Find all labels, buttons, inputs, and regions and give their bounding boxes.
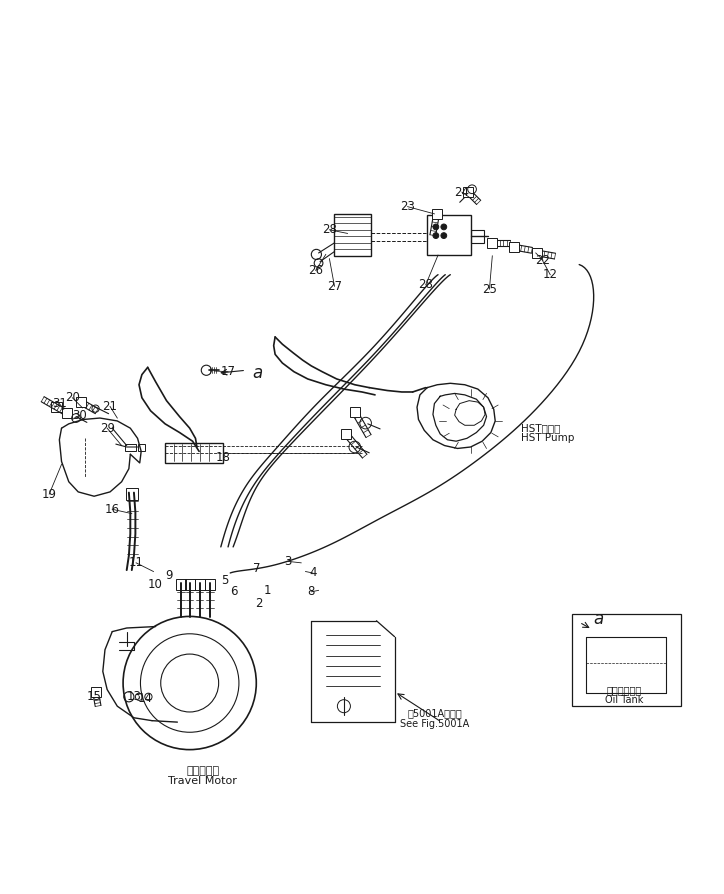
Text: 28: 28	[322, 224, 337, 236]
Text: 6: 6	[230, 586, 237, 598]
Text: 26: 26	[308, 264, 323, 277]
Text: 19: 19	[42, 487, 56, 501]
Bar	[487, 238, 497, 248]
Bar	[341, 429, 351, 439]
Bar	[76, 397, 86, 407]
Text: 3: 3	[285, 555, 292, 568]
Text: 9: 9	[166, 569, 173, 582]
Text: HST Pump: HST Pump	[521, 434, 575, 443]
Text: 31: 31	[52, 397, 67, 410]
Text: Travel Motor: Travel Motor	[168, 777, 237, 787]
Bar	[138, 444, 145, 451]
Text: 25: 25	[482, 283, 497, 296]
Bar	[205, 579, 215, 590]
Text: a: a	[252, 364, 262, 382]
Bar	[62, 408, 72, 418]
Bar	[90, 687, 101, 696]
Bar	[509, 242, 519, 252]
Text: 16: 16	[105, 502, 119, 516]
Text: 20: 20	[65, 392, 80, 404]
Text: HSTポンプ: HSTポンプ	[521, 423, 560, 434]
Text: Oil Tank: Oil Tank	[605, 696, 644, 705]
Bar	[126, 488, 138, 500]
Text: 12: 12	[543, 268, 557, 282]
Text: 10: 10	[148, 578, 162, 591]
Text: 24: 24	[455, 186, 469, 198]
Text: 第5001A図参照: 第5001A図参照	[407, 708, 462, 719]
Text: 29: 29	[100, 422, 114, 434]
Text: 28: 28	[418, 278, 433, 291]
Bar	[471, 230, 484, 243]
Bar	[350, 407, 360, 417]
Bar	[165, 443, 223, 463]
Bar	[432, 209, 442, 219]
Text: オイルタンク: オイルタンク	[607, 686, 641, 696]
Bar	[51, 402, 62, 412]
Circle shape	[441, 232, 447, 239]
Bar	[334, 214, 371, 256]
Text: 27: 27	[327, 280, 342, 292]
Text: 18: 18	[216, 451, 230, 464]
Text: 15: 15	[87, 689, 101, 703]
Text: 5: 5	[221, 574, 228, 586]
Text: 1: 1	[264, 584, 272, 597]
Bar	[125, 444, 136, 451]
Bar	[463, 187, 473, 198]
Text: 13: 13	[127, 690, 141, 704]
Text: 走行モータ: 走行モータ	[186, 766, 219, 776]
Bar	[185, 579, 195, 590]
Text: 23: 23	[400, 200, 415, 213]
Circle shape	[433, 232, 439, 239]
Bar	[195, 579, 205, 590]
Circle shape	[433, 224, 439, 230]
Text: 8: 8	[308, 586, 315, 598]
Text: 4: 4	[309, 567, 316, 579]
Text: 17: 17	[221, 366, 235, 378]
Text: 22: 22	[536, 254, 550, 266]
Text: 7: 7	[253, 562, 261, 575]
Bar	[532, 248, 542, 258]
Bar	[176, 579, 186, 590]
Text: 30: 30	[72, 409, 87, 422]
Text: 14: 14	[138, 693, 152, 705]
Bar	[572, 613, 681, 706]
Text: 2: 2	[256, 597, 263, 610]
Text: 11: 11	[129, 556, 143, 569]
Text: 21: 21	[103, 400, 117, 413]
Text: See Fig.5001A: See Fig.5001A	[400, 719, 469, 729]
Circle shape	[441, 224, 447, 230]
Bar	[427, 215, 471, 255]
Text: a: a	[594, 611, 604, 628]
